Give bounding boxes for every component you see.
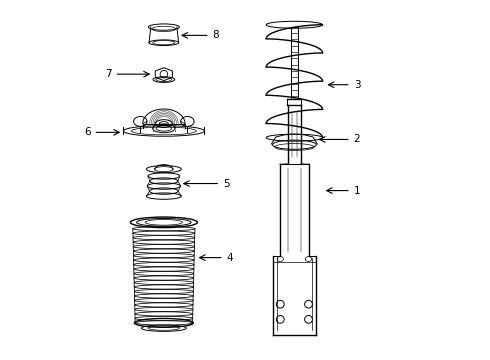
Text: 6: 6 <box>84 127 91 138</box>
Text: 2: 2 <box>354 134 360 144</box>
Text: 3: 3 <box>354 80 360 90</box>
Text: 8: 8 <box>213 30 219 40</box>
Text: 4: 4 <box>227 253 233 262</box>
Text: 5: 5 <box>223 179 230 189</box>
Text: 7: 7 <box>105 69 112 79</box>
Text: 1: 1 <box>354 186 360 195</box>
